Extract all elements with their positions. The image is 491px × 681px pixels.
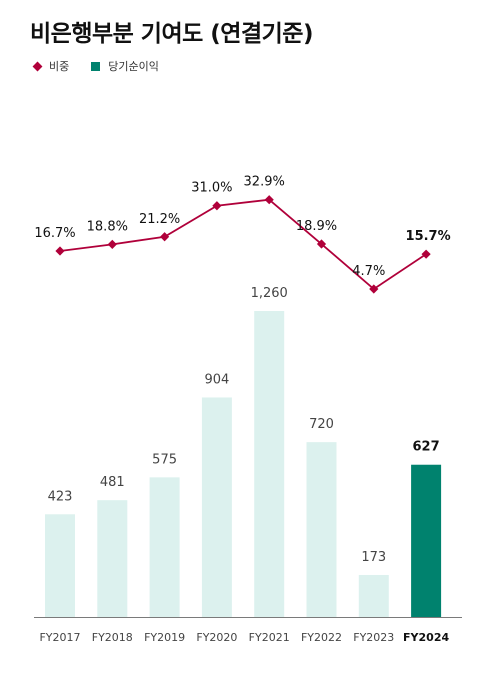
share-value-label: 18.8%	[87, 219, 128, 234]
share-marker	[421, 249, 431, 259]
x-tick-label: FY2017	[39, 631, 80, 644]
bar-fy2019	[149, 477, 180, 617]
x-tick-label: FY2023	[353, 631, 394, 644]
x-tick-label: FY2018	[92, 631, 133, 644]
bar-fy2023	[358, 574, 389, 617]
share-value-label: 16.7%	[34, 226, 75, 241]
legend-item-share: 비중	[32, 58, 70, 74]
share-value-label: 4.7%	[352, 264, 385, 279]
share-marker	[316, 239, 327, 249]
bar-value-label: 1,260	[251, 286, 288, 301]
share-value-label: 15.7%	[406, 229, 451, 244]
x-tick-label: FY2022	[301, 631, 342, 644]
share-value-label: 21.2%	[139, 212, 180, 227]
legend-item-net-income: 당기순이익	[91, 58, 159, 74]
bar-value-label: 481	[100, 475, 125, 490]
bar-fy2020	[201, 397, 232, 617]
x-tick-label: FY2021	[249, 631, 290, 644]
share-value-label: 18.9%	[296, 219, 337, 234]
share-marker	[55, 246, 65, 256]
bar-value-label: 627	[413, 440, 440, 455]
share-marker	[107, 239, 117, 249]
share-value-label: 32.9%	[244, 175, 285, 190]
bar-value-label: 720	[309, 417, 334, 432]
share-marker	[160, 232, 170, 242]
bar-value-label: 423	[48, 489, 73, 504]
share-value-label: 31.0%	[191, 181, 232, 196]
bar-fy2018	[97, 500, 128, 617]
bar-fy2024	[411, 464, 442, 617]
bar-fy2017	[45, 514, 75, 617]
bar-value-label: 575	[152, 452, 177, 467]
bar-fy2021	[254, 311, 285, 617]
bar-value-label: 904	[204, 372, 229, 387]
legend-label-net-income: 당기순이익	[108, 60, 159, 73]
x-tick-label: FY2024	[403, 631, 449, 644]
x-tick-label: FY2019	[144, 631, 185, 644]
share-marker	[212, 201, 222, 211]
share-marker	[264, 195, 274, 205]
bar-fy2022	[306, 442, 337, 617]
bar-value-label: 173	[361, 550, 386, 565]
legend: 비중 당기순이익	[32, 58, 181, 74]
legend-label-share: 비중	[49, 60, 70, 73]
share-line	[59, 198, 427, 291]
share-marker	[369, 284, 379, 294]
chart-title: 비은행부분 기여도 (연결기준)	[30, 21, 313, 47]
legend-square-icon	[91, 61, 101, 71]
x-tick-label: FY2020	[196, 631, 237, 644]
